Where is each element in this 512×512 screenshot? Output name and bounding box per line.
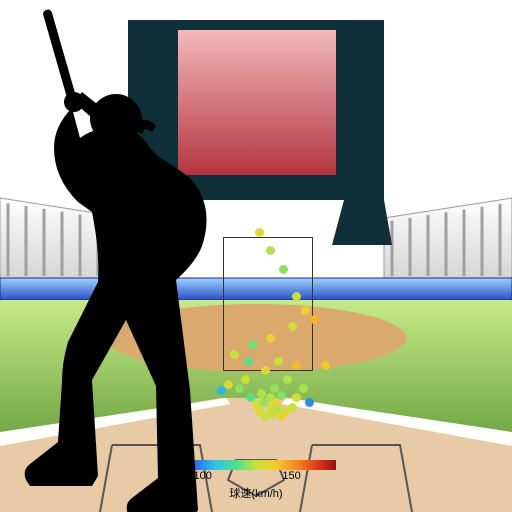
pitch-dot: [321, 361, 330, 370]
pitch-dot: [248, 340, 257, 349]
pitch-dot: [255, 228, 264, 237]
pitch-dot: [224, 380, 233, 389]
pitch-dot: [292, 361, 301, 370]
pitch-dot: [261, 366, 270, 375]
pitch-dot: [277, 391, 286, 400]
chart-stage: 100 150 球速(km/h): [0, 0, 512, 512]
legend-gradient: [176, 460, 336, 470]
pitch-dot: [305, 398, 314, 407]
legend-ticks: 100 150: [176, 470, 336, 484]
pitch-dot: [299, 384, 308, 393]
pitch-dot: [230, 350, 239, 359]
pitch-dot: [292, 393, 301, 402]
legend-label: 球速(km/h): [176, 485, 336, 501]
pitch-dot: [266, 246, 275, 255]
pitch-dot: [288, 403, 297, 412]
pitch-dot: [244, 357, 253, 366]
pitch-plot: [160, 200, 380, 430]
pitch-dot: [235, 384, 244, 393]
legend-tick: 150: [282, 470, 300, 482]
pitch-dot: [310, 315, 319, 324]
pitch-dot: [274, 357, 283, 366]
speed-legend: 100 150 球速(km/h): [176, 460, 336, 501]
pitch-dot: [266, 334, 275, 343]
pitch-dot: [288, 322, 297, 331]
legend-tick: 100: [193, 470, 211, 482]
pitch-dot: [283, 375, 292, 384]
pitch-dot: [257, 389, 266, 398]
pitch-dot: [301, 306, 310, 315]
pitch-dot: [292, 292, 301, 301]
pitch-dot: [279, 265, 288, 274]
pitch-dot: [241, 375, 250, 384]
